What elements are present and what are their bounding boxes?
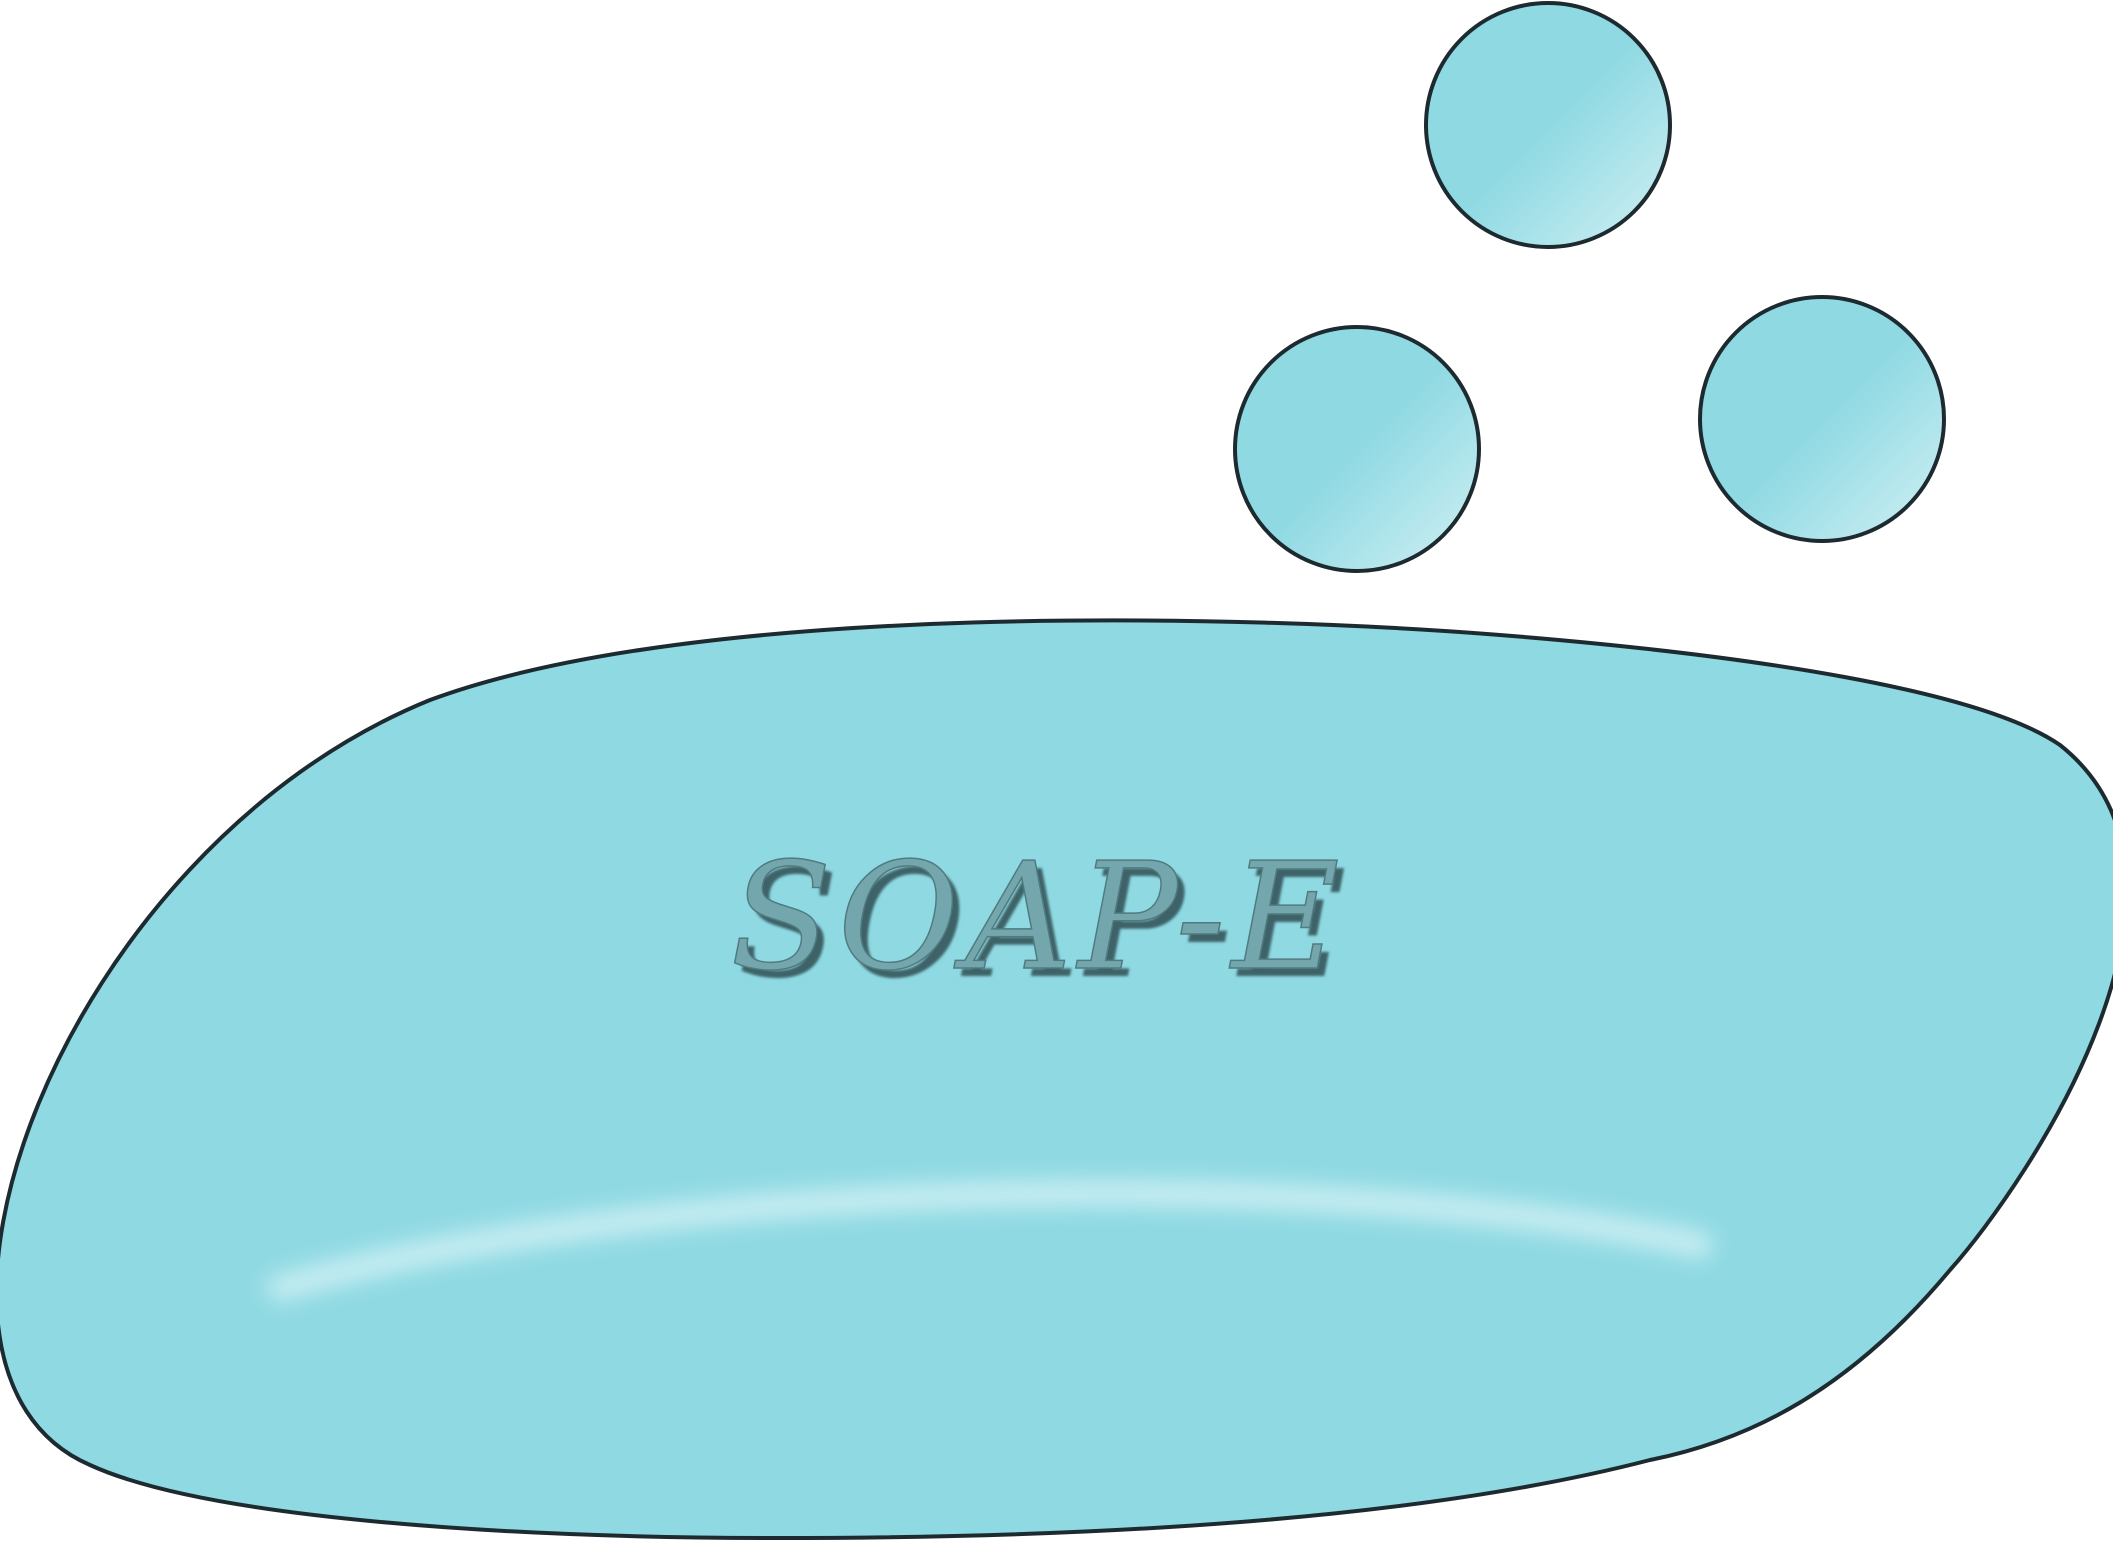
soap-label-shadow: SOAP-E <box>737 839 1352 1011</box>
soap-label-text: SOAP-E <box>730 831 1345 1003</box>
bubble-top <box>1424 1 1672 249</box>
soap-bar <box>0 618 2113 1541</box>
soap-label: SOAP-E SOAP-E <box>730 830 1352 1011</box>
soap-highlight <box>267 1180 1713 1301</box>
bubble-left <box>1233 325 1481 573</box>
bubble-right <box>1698 295 1946 543</box>
